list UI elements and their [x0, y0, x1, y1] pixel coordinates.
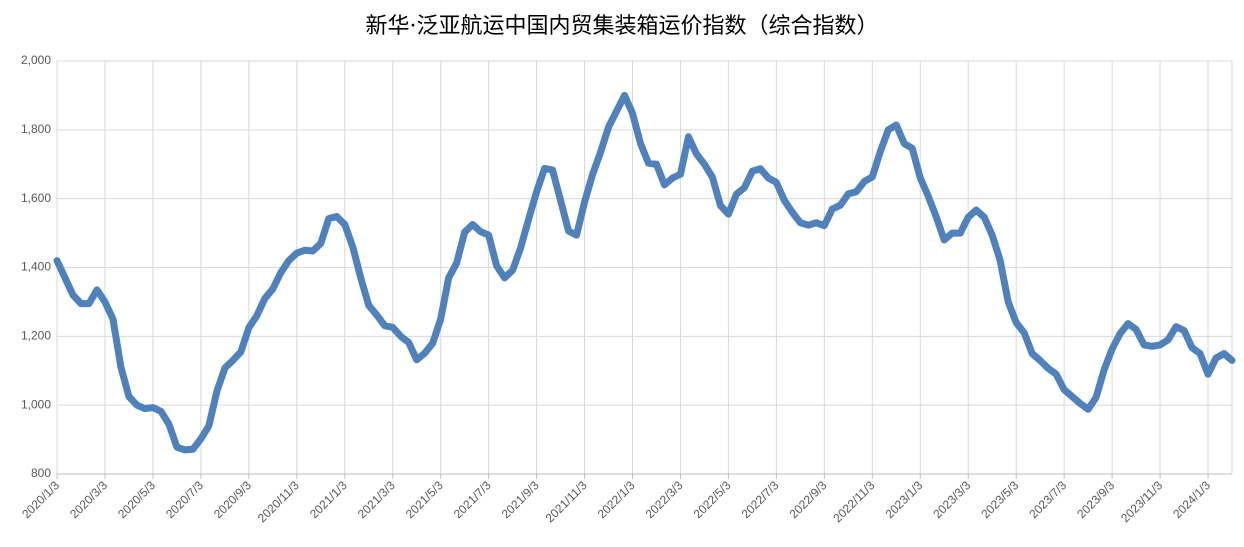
x-tick-label: 2023/11/3 [1118, 478, 1165, 525]
x-tick-label: 2022/3/3 [643, 478, 686, 521]
x-tick-label: 2023/9/3 [1074, 478, 1117, 521]
x-tick-label: 2022/1/3 [595, 478, 638, 521]
x-tick-label: 2020/5/3 [115, 478, 158, 521]
x-tick-label: 2021/9/3 [499, 478, 542, 521]
y-tick-label: 800 [31, 466, 51, 480]
x-tick-label: 2021/11/3 [543, 478, 590, 525]
y-tick-label: 1,000 [21, 397, 51, 411]
x-tick-label: 2020/1/3 [19, 478, 62, 521]
x-tick-label: 2020/9/3 [211, 478, 254, 521]
x-tick-label: 2022/11/3 [830, 478, 877, 525]
y-tick-label: 2,000 [21, 53, 51, 67]
x-tick-label: 2022/9/3 [787, 478, 830, 521]
y-tick-label: 1,800 [21, 122, 51, 136]
x-tick-label: 2023/7/3 [1026, 478, 1069, 521]
x-tick-label: 2024/1/3 [1170, 478, 1213, 521]
y-tick-label: 1,200 [21, 329, 51, 343]
x-tick-label: 2023/5/3 [978, 478, 1021, 521]
x-tick-label: 2020/7/3 [163, 478, 206, 521]
y-tick-label: 1,400 [21, 260, 51, 274]
x-tick-label: 2023/1/3 [882, 478, 925, 521]
x-tick-label: 2021/7/3 [451, 478, 494, 521]
x-tick-label: 2022/5/3 [691, 478, 734, 521]
series-line [53, 91, 1236, 454]
x-tick-label: 2021/1/3 [307, 478, 350, 521]
x-tick-label: 2021/3/3 [355, 478, 398, 521]
x-tick-label: 2023/3/3 [930, 478, 973, 521]
x-tick-label: 2020/11/3 [255, 478, 302, 525]
x-tick-label: 2020/3/3 [67, 478, 110, 521]
x-tick-label: 2021/5/3 [403, 478, 446, 521]
y-tick-label: 1,600 [21, 191, 51, 205]
x-tick-label: 2022/7/3 [739, 478, 782, 521]
chart-title: 新华·泛亚航运中国内贸集装箱运价指数（综合指数） [366, 14, 879, 39]
